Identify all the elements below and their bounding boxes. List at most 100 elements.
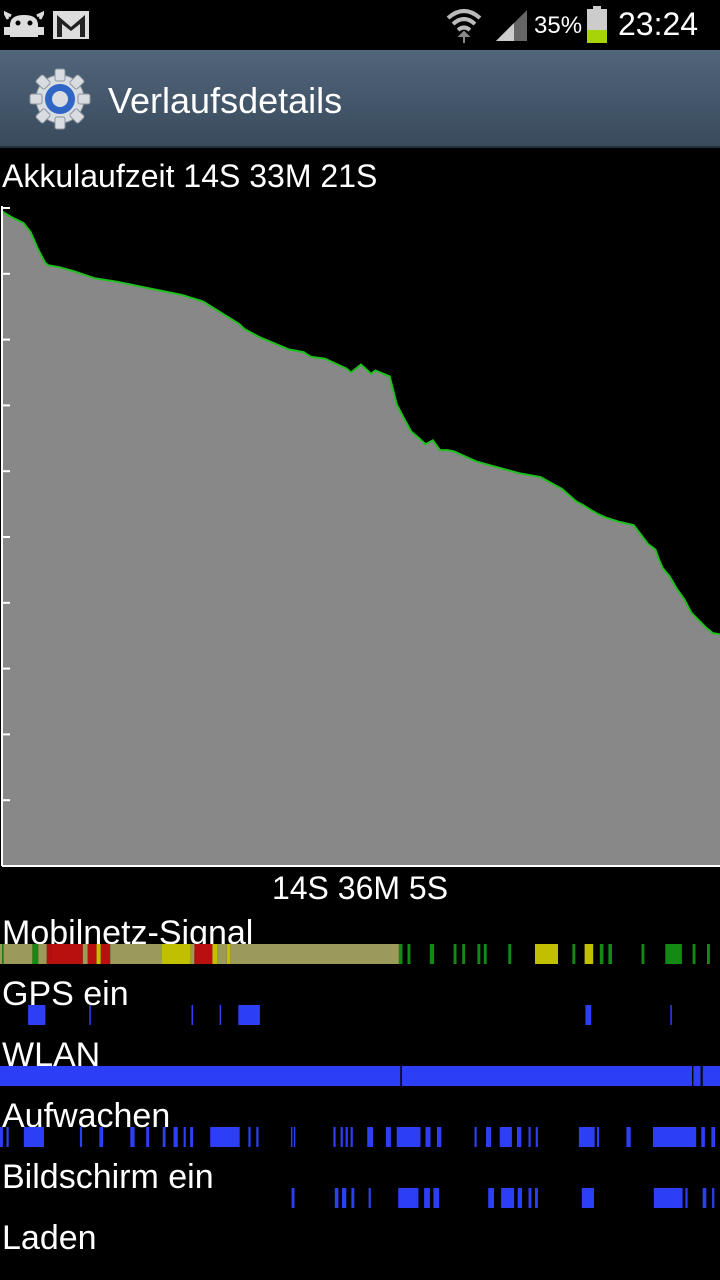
track-segment (488, 1188, 494, 1208)
track-segment (183, 1127, 186, 1147)
track-segment (396, 1127, 421, 1147)
track-segment (424, 1188, 430, 1208)
track-segment (28, 1005, 46, 1025)
track-segment (79, 1127, 83, 1147)
track-segment (670, 1005, 672, 1025)
track-segment (596, 1127, 600, 1147)
wakeup-track (0, 1127, 715, 1147)
track-segment (641, 944, 645, 964)
track-segment (693, 1066, 701, 1086)
track-segment (191, 1005, 193, 1025)
track-segment (367, 1127, 373, 1147)
track-segment (517, 1127, 522, 1147)
track-segment (32, 944, 39, 964)
action-bar: Verlaufsdetails (0, 50, 720, 148)
track-segment (99, 1127, 103, 1147)
track-segment (219, 1005, 222, 1025)
track-segment (46, 944, 51, 964)
track-segment (6, 1127, 9, 1147)
track-segment (226, 944, 231, 964)
track-segment (407, 944, 411, 964)
track-segment (290, 1127, 293, 1147)
track-segment (462, 944, 466, 964)
y-axis-ticks (2, 207, 10, 867)
track-segment (212, 944, 218, 964)
track-segment (535, 1188, 538, 1208)
settings-gear-icon[interactable] (28, 67, 92, 136)
track-segment (437, 1127, 442, 1147)
track-segment (50, 944, 83, 964)
track-segment (194, 944, 213, 964)
total-duration-label: 14S 36M 5S (271, 870, 449, 906)
track-segment (217, 944, 227, 964)
track-segment (238, 1005, 260, 1025)
track-segment (87, 944, 97, 964)
track-segment (581, 1188, 594, 1208)
status-bar: 35% 23:24 (0, 0, 720, 50)
track-segment (608, 944, 612, 964)
track-segment (711, 1127, 715, 1147)
track-segment (350, 1127, 353, 1147)
track-segment (334, 1188, 339, 1208)
track-segment (162, 944, 191, 964)
track-segment (146, 1127, 150, 1147)
track-segment (398, 944, 403, 964)
battery-icon (586, 6, 608, 49)
track-segment (100, 944, 111, 964)
gmail-icon (52, 10, 90, 45)
track-segment (626, 1127, 631, 1147)
track-segment (702, 1066, 720, 1086)
track-segment (291, 1188, 295, 1208)
track-segment (190, 944, 195, 964)
track-segment (190, 1127, 193, 1147)
track-segment (173, 1127, 178, 1147)
track-segment (248, 1127, 251, 1147)
track-segment (474, 1127, 477, 1147)
track-segment (0, 944, 3, 964)
page-title: Verlaufsdetails (108, 80, 343, 121)
track-segment (653, 1127, 697, 1147)
track-segment (528, 1127, 531, 1147)
track-segment (584, 944, 594, 964)
track-segment (340, 1127, 343, 1147)
track-segment (528, 1188, 532, 1208)
track-segment (712, 1188, 715, 1208)
track-segment (453, 944, 457, 964)
track-segment (130, 1127, 135, 1147)
signal-icon (494, 8, 528, 47)
track-segment (499, 1127, 512, 1147)
track-segment (2, 944, 4, 964)
track-segment (210, 1127, 240, 1147)
track-segment (110, 944, 162, 964)
track-segment (368, 1188, 371, 1208)
track-segment (501, 1188, 515, 1208)
wlan-track (0, 1066, 720, 1086)
track-segment (483, 944, 487, 964)
track-segment (96, 944, 101, 964)
track-segment (342, 1188, 347, 1208)
battery-level-line (1, 210, 720, 636)
clock: 23:24 (618, 6, 699, 42)
track-segment (398, 1188, 419, 1208)
track-segment (293, 1127, 296, 1147)
track-segment (692, 944, 696, 964)
track-label-screen-on: Bildschirm ein (2, 1158, 214, 1196)
track-segment (333, 1127, 336, 1147)
track-segment (707, 944, 710, 964)
track-segment (162, 1127, 166, 1147)
mobile-signal-track (0, 944, 710, 964)
track-segment (653, 1188, 683, 1208)
track-segment (433, 1188, 440, 1208)
screen-on-track (291, 1188, 715, 1208)
track-segment (665, 944, 682, 964)
track-segment (0, 1066, 401, 1086)
track-segment (425, 1127, 431, 1147)
track-segment (0, 1127, 3, 1147)
track-label-charging: Laden (2, 1219, 97, 1257)
gps-track (28, 1005, 672, 1025)
track-segment (82, 944, 88, 964)
track-segment (702, 1188, 707, 1208)
track-segment (508, 944, 512, 964)
track-label-gps: GPS ein (2, 975, 129, 1013)
battery-chart (0, 200, 720, 870)
